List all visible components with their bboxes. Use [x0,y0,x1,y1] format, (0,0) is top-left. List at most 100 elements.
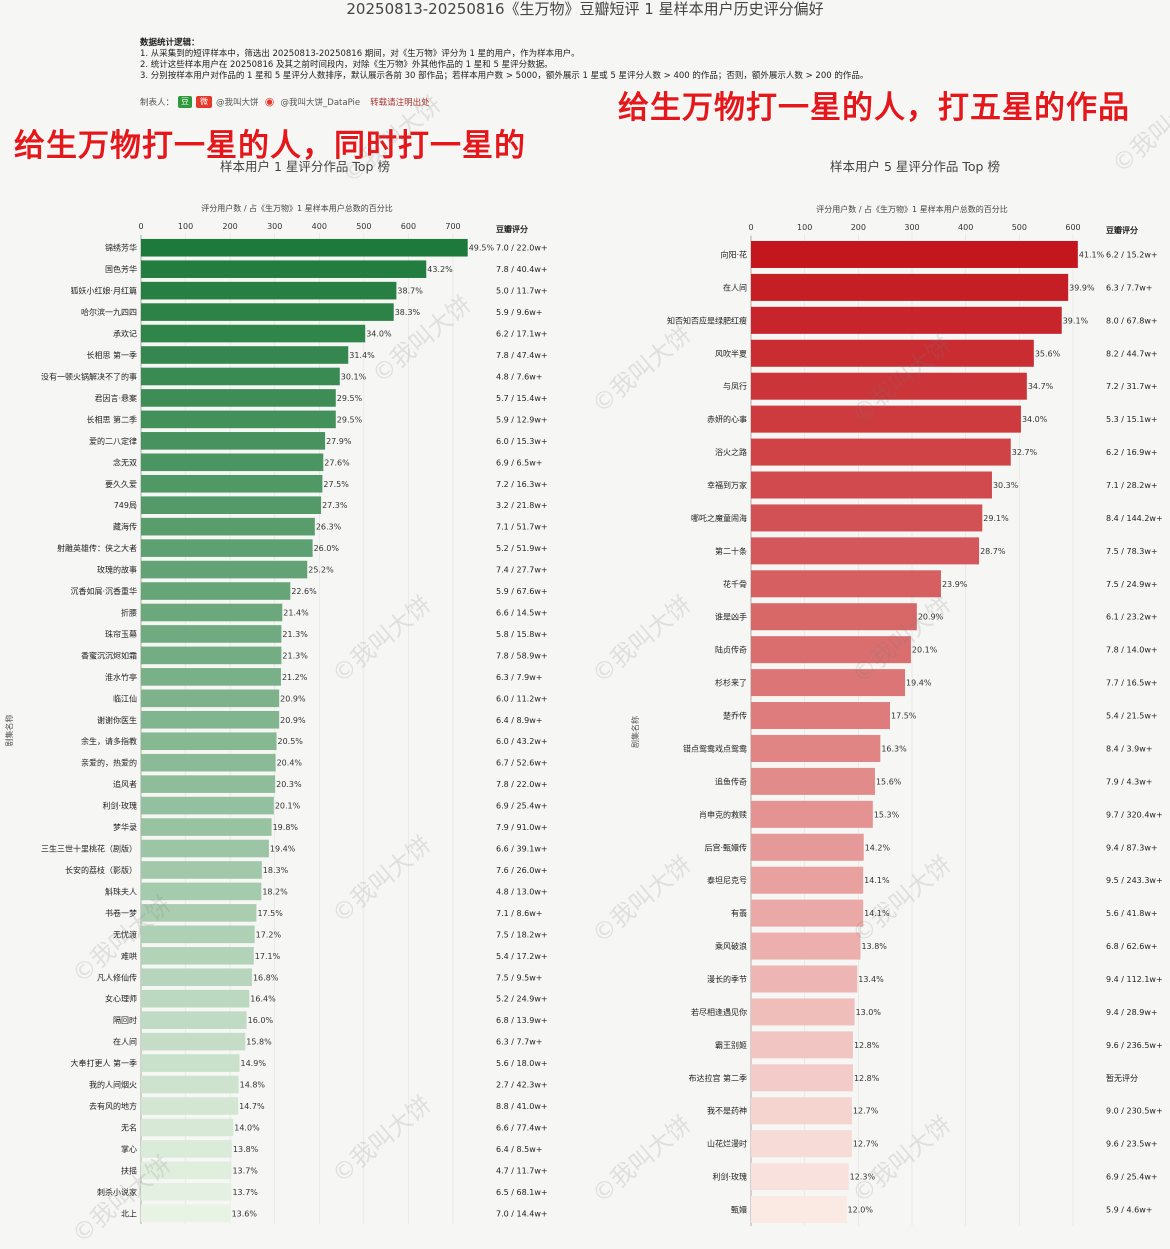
rating-label: 6.1 / 23.2w+ [1106,613,1158,622]
category-label: 君因言·悬案 [94,393,137,403]
category-label: 利剑·玫瑰 [102,801,137,811]
y-axis-label: 剧集名称 [630,716,640,748]
bar [751,273,1069,301]
category-label: 书卷一梦 [105,908,137,918]
rating-label: 暂无评分 [1106,1073,1138,1083]
bar-percent-label: 38.7% [397,287,423,296]
x-tick-label: 300 [267,222,282,231]
rating-label: 7.8 / 58.9w+ [496,651,548,660]
bar-percent-label: 12.8% [854,1041,880,1050]
category-label: 知否知否应是绿肥红瘦 [667,315,747,325]
bar-percent-label: 13.7% [232,1166,258,1175]
category-label: 掌心 [121,1144,137,1154]
bar [141,603,283,622]
rating-label: 6.6 / 14.5w+ [496,608,548,617]
x-tick-label: 0 [748,223,753,232]
rating-label: 5.4 / 17.2w+ [496,952,548,961]
rating-label: 9.0 / 230.5w+ [1106,1107,1163,1116]
rating-label: 9.4 / 112.1w+ [1106,975,1163,984]
bar [751,339,1034,367]
category-label: 花千骨 [723,579,747,589]
category-label: 淮水竹亭 [105,672,137,682]
category-label: 追鱼传奇 [715,776,747,786]
rating-label: 7.8 / 22.0w+ [496,780,548,789]
category-label: 布达拉宫 第二季 [688,1073,747,1083]
x-tick-label: 0 [138,222,143,231]
bar-percent-label: 17.5% [257,909,283,918]
wechat-icon: ◉ [264,95,275,108]
rating-label: 8.8 / 41.0w+ [496,1102,548,1111]
rating-label: 8.4 / 144.2w+ [1106,514,1163,523]
category-label: 利剑·玫瑰 [712,1172,747,1182]
bar-percent-label: 31.4% [349,351,375,360]
bar-percent-label: 49.5% [469,244,495,253]
bar-percent-label: 20.3% [276,780,302,789]
rating-label: 7.1 / 51.7w+ [496,523,548,532]
category-label: 幸福到万家 [707,480,747,490]
bar [751,767,875,795]
bar [141,1011,247,1029]
bar-percent-label: 21.3% [282,651,308,660]
rating-label: 6.8 / 13.9w+ [496,1016,548,1025]
bar [141,946,254,965]
douban-icon: 豆 [178,96,193,108]
rating-label: 6.2 / 16.9w+ [1106,448,1158,457]
rating-label: 4.8 / 7.6w+ [496,372,542,381]
bar-percent-label: 34.0% [366,330,392,339]
bar-percent-label: 20.9% [280,716,306,725]
category-label: 射雕英雄传：侠之大者 [57,543,137,553]
bar-percent-label: 16.4% [250,995,276,1004]
category-label: 陆贞传奇 [715,645,747,655]
rating-label: 7.5 / 24.9w+ [1106,580,1158,589]
category-label: 珠帘玉幕 [105,629,137,639]
bar [141,839,269,858]
bar-percent-label: 32.7% [1012,448,1038,457]
rating-label: 5.9 / 9.6w+ [496,308,542,317]
bar-percent-label: 22.6% [291,587,317,596]
bar-percent-label: 39.9% [1069,283,1095,292]
bar [751,405,1021,433]
bar-percent-label: 20.9% [918,613,944,622]
rating-label: 6.4 / 8.5w+ [496,1145,542,1154]
bar-percent-label: 38.3% [395,308,421,317]
bar [751,669,906,697]
category-label: 后宫·甄嬛传 [704,842,747,852]
bar-percent-label: 21.2% [282,673,308,682]
rating-label: 5.6 / 41.8w+ [1106,909,1158,918]
credit-hint: 转载请注明出处 [370,98,430,108]
category-label: 第二十条 [715,546,747,556]
rating-label: 7.8 / 40.4w+ [496,265,548,274]
category-label: 女心理师 [105,994,137,1004]
bar [751,1031,853,1059]
bar-percent-label: 14.7% [239,1102,265,1111]
rating-label: 7.9 / 91.0w+ [496,823,548,832]
category-label: 藏海传 [113,522,137,532]
x-tick-label: 500 [356,222,371,231]
bar [141,668,281,686]
bar [141,925,255,944]
rating-label: 6.3 / 7.7w+ [496,1038,542,1047]
category-label: 长相思 第一季 [86,350,137,360]
bar-percent-label: 19.4% [270,845,296,854]
left-chart-subtitle: 样本用户 1 星评分作品 Top 榜 [220,159,390,174]
rating-label: 6.9 / 25.4w+ [496,802,548,811]
rating-label: 9.6 / 23.5w+ [1106,1140,1158,1149]
rating-label: 7.5 / 18.2w+ [496,930,548,939]
category-label: 扶摇 [121,1165,137,1175]
bar [751,1163,849,1191]
bar [141,646,282,665]
bar [141,539,313,557]
rating-label: 7.2 / 16.3w+ [496,480,548,489]
category-label: 乘风破浪 [715,941,747,951]
bar [141,1054,240,1072]
x-tick-label: 400 [958,223,973,232]
category-label: 泰坦尼克号 [707,875,747,885]
left-overlay-caption: 给生万物打一星的人，同时打一星的 [14,128,526,164]
bar [141,389,336,407]
bar-percent-label: 20.1% [912,646,938,655]
bar [141,1204,231,1223]
right-chart-subtitle: 样本用户 5 星评分作品 Top 榜 [830,159,1000,174]
category-label: 要久久爱 [105,479,137,489]
bar-percent-label: 43.2% [427,265,453,274]
